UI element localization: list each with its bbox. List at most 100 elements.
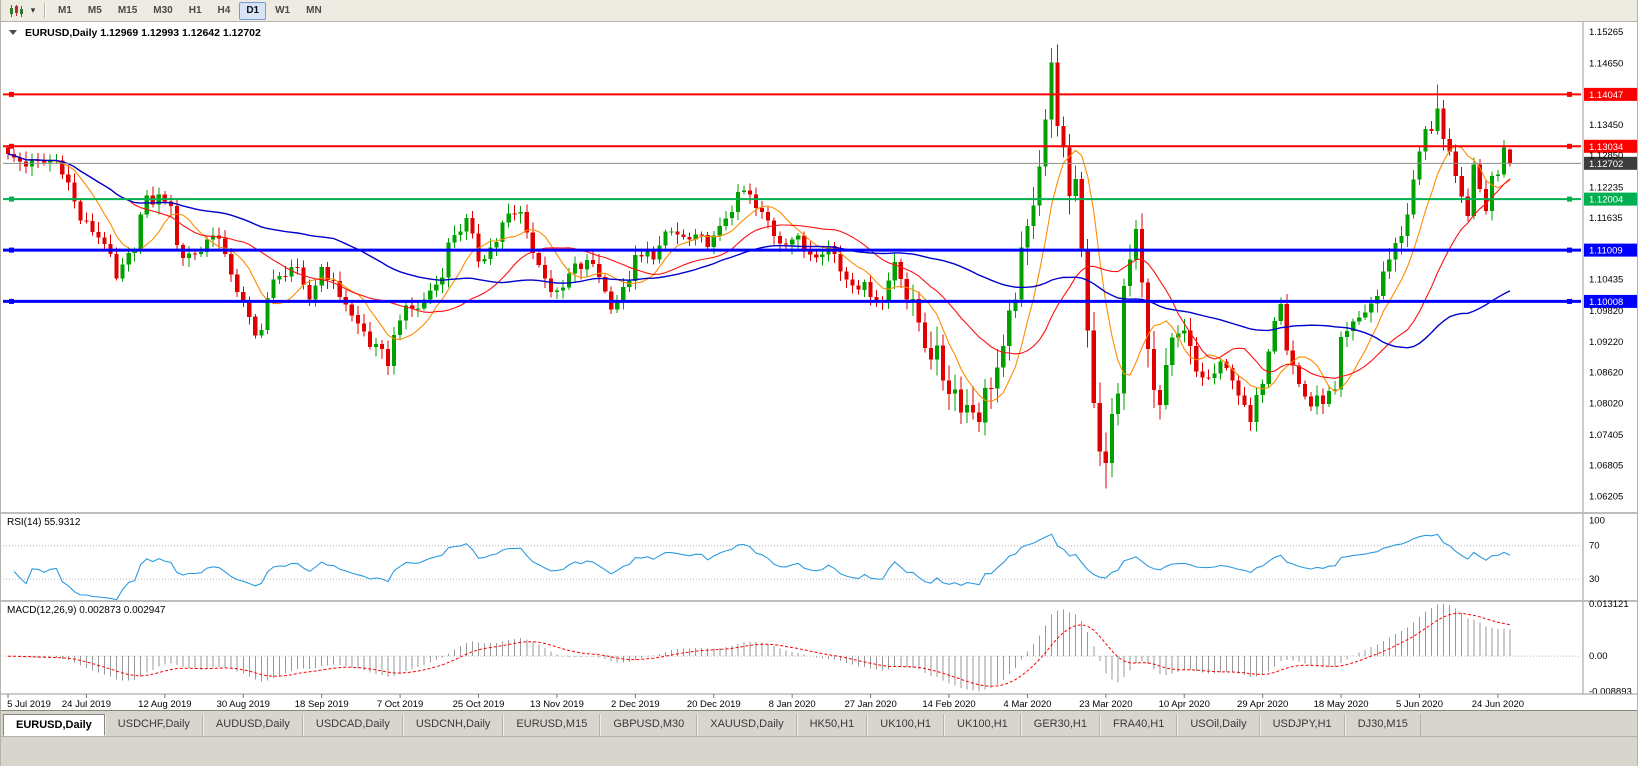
price-level-badge [1584,294,1637,308]
svg-text:25 Oct 2019: 25 Oct 2019 [453,699,505,710]
timeframe-button-mn[interactable]: MN [306,4,322,16]
svg-text:1.10435: 1.10435 [1589,275,1623,286]
chart-tab-bar: EURUSD,Daily USDCHF,Daily AUDUSD,Daily USDC… [1,710,1637,736]
price-line-1.10008[interactable]: 1.10008 [3,294,1638,308]
macd-histogram [13,604,1511,692]
svg-text:27 Jan 2020: 27 Jan 2020 [844,699,896,710]
svg-text:7 Oct 2019: 7 Oct 2019 [377,699,423,710]
chart-tab-dj30-m15[interactable]: DJ30,M15 [1344,714,1421,736]
svg-text:12 Aug 2019: 12 Aug 2019 [138,699,191,710]
svg-text:14 Feb 2020: 14 Feb 2020 [922,699,975,710]
timeframe-button-h1[interactable]: H1 [188,4,202,16]
timeframe-button-m15[interactable]: M15 [117,4,138,16]
svg-text:1.09220: 1.09220 [1589,337,1623,348]
svg-text:5 Jun 2020: 5 Jun 2020 [1396,699,1443,710]
chart-type-dropdown-caret[interactable]: ▾ [30,5,36,15]
chart-tab-uk100-h1[interactable]: UK100,H1 [944,714,1021,736]
chart-tab-usdcad-daily[interactable]: USDCAD,Daily [302,714,403,736]
svg-text:30: 30 [1589,574,1600,585]
svg-text:8 Jan 2020: 8 Jan 2020 [769,699,816,710]
toolbar-separator [44,3,45,18]
chart-type-icon[interactable] [5,2,27,20]
timeframe-button-w1[interactable]: W1 [275,4,291,16]
svg-text:24 Jul 2019: 24 Jul 2019 [62,699,111,710]
timeframe-toolbar: ▾ M1 M5 M15 M30 H1 H4 D1 W1 MN [1,0,1637,22]
svg-text:1.14047: 1.14047 [1589,90,1623,101]
timeframe-button-m1[interactable]: M1 [58,4,72,16]
chart-tab-gbpusd-m30[interactable]: GBPUSD,M30 [600,714,698,736]
svg-text:0.00: 0.00 [1589,651,1608,662]
date-axis-labels: 5 Jul 2019 24 Jul 2019 12 Aug 2019 30 Aug 2… [7,694,1524,710]
svg-text:20 Dec 2019: 20 Dec 2019 [687,699,741,710]
candlestick-chart-icon [10,4,23,17]
macd-label: MACD(12,26,9) 0.002873 0.002947 [7,605,166,616]
chart-tab-usdchf-daily[interactable]: USDCHF,Daily [104,714,203,736]
rsi-axis-labels: 100 70 30 [1589,516,1605,585]
svg-text:1.11635: 1.11635 [1589,213,1623,224]
svg-text:1.08020: 1.08020 [1589,398,1623,409]
svg-text:10 Apr 2020: 10 Apr 2020 [1159,699,1210,710]
svg-text:4 Mar 2020: 4 Mar 2020 [1003,699,1051,710]
price-line-1.13034[interactable]: 1.13034 [3,139,1638,153]
svg-text:18 May 2020: 18 May 2020 [1314,699,1369,710]
chart-tab-ger30-h1[interactable]: GER30,H1 [1020,714,1100,736]
ma-slow-blue [7,153,1511,349]
chart-tab-xauusd-daily[interactable]: XAUUSD,Daily [697,714,797,736]
svg-text:13 Nov 2019: 13 Nov 2019 [530,699,584,710]
chart-tab-hk50-h1[interactable]: HK50,H1 [796,714,868,736]
svg-text:1.13034: 1.13034 [1589,142,1623,153]
svg-text:1.15265: 1.15265 [1589,27,1623,38]
chart-title: EURUSD,Daily 1.12969 1.12993 1.12642 1.1… [25,27,261,39]
chart-tab-audusd-daily[interactable]: AUDUSD,Daily [202,714,303,736]
svg-text:1.10008: 1.10008 [1589,297,1623,308]
svg-text:0.013121: 0.013121 [1589,599,1629,610]
pane-separator-macd[interactable] [1,600,1638,602]
svg-text:1.13450: 1.13450 [1589,120,1623,131]
rsi-label: RSI(14) 55.9312 [7,517,81,528]
svg-text:5 Jul 2019: 5 Jul 2019 [7,699,51,710]
svg-text:24 Jun 2020: 24 Jun 2020 [1472,699,1524,710]
chart-tab-eurusd-m15[interactable]: EURUSD,M15 [503,714,601,736]
price-level-badge [1584,243,1637,257]
chart-tab-usoil-daily[interactable]: USOil,Daily [1177,714,1260,736]
svg-text:1.12850: 1.12850 [1589,151,1623,162]
chart-collapse-icon[interactable] [9,30,17,35]
current-price-badge: 1.12702 [1584,156,1637,170]
price-line-1.14047[interactable]: 1.14047 [3,87,1638,101]
macd-signal-line [8,612,1511,687]
svg-text:1.12004: 1.12004 [1589,195,1623,206]
svg-text:29 Apr 2020: 29 Apr 2020 [1237,699,1288,710]
price-level-badge [1584,87,1637,101]
price-level-badge [1584,192,1637,206]
svg-text:2 Dec 2019: 2 Dec 2019 [611,699,660,710]
svg-text:70: 70 [1589,541,1600,552]
chart-canvas[interactable]: 1.14047 1.13034 1.12004 1.11009 1.10008 1.127… [1,22,1638,710]
chart-tab-eurusd-daily[interactable]: EURUSD,Daily [3,714,105,736]
timeframe-button-d1[interactable]: D1 [239,1,267,20]
svg-text:1.14650: 1.14650 [1589,58,1623,69]
chart-tab-fra40-h1[interactable]: FRA40,H1 [1099,714,1178,736]
price-line-1.12004[interactable]: 1.12004 [3,192,1638,206]
svg-text:1.09820: 1.09820 [1589,306,1623,317]
timeframe-button-m5[interactable]: M5 [87,4,102,16]
chart-tab-usdcnh-daily[interactable]: USDCNH,Daily [402,714,504,736]
timeframe-button-m30[interactable]: M30 [153,4,173,16]
svg-text:1.11009: 1.11009 [1589,246,1623,257]
timeframe-buttons-group: M1 M5 M15 M30 H1 H4 D1 W1 MN [50,1,330,20]
svg-text:1.06205: 1.06205 [1589,491,1623,502]
svg-text:18 Sep 2019: 18 Sep 2019 [295,699,349,710]
svg-text:1.06805: 1.06805 [1589,461,1623,472]
price-axis-labels: 1.15265 1.14650 1.13450 1.12850 1.12235 1.116… [1589,27,1623,502]
chart-tab-usdjpy-h1[interactable]: USDJPY,H1 [1259,714,1345,736]
price-line-1.11009[interactable]: 1.11009 [3,243,1638,257]
svg-text:1.08620: 1.08620 [1589,368,1623,379]
svg-text:1.07405: 1.07405 [1589,430,1623,441]
chart-tab-uk100-h1[interactable]: UK100,H1 [867,714,945,736]
rsi-line [13,533,1511,601]
timeframe-button-h4[interactable]: H4 [217,4,231,16]
window-bottom-strip [1,736,1637,766]
ma-fast-orange [7,145,1511,403]
svg-text:-0.008893: -0.008893 [1589,687,1632,698]
pane-separator-rsi[interactable] [1,512,1638,514]
